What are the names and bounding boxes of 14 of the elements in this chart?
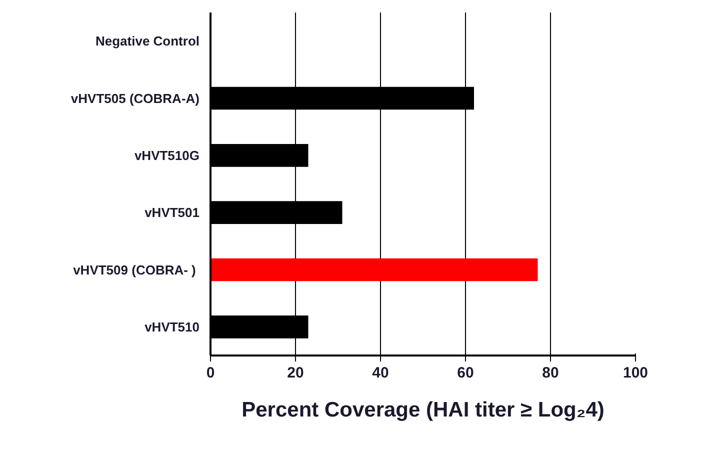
x-tick-label: 20: [287, 364, 304, 382]
y-tick-label: vHVT505 (COBRA-A): [70, 90, 200, 106]
x-tick-label: 80: [542, 364, 559, 382]
y-tick-label: vHVT510G: [134, 148, 200, 163]
bar: [210, 258, 538, 282]
x-tick-label: 100: [622, 364, 648, 382]
x-tick-label: 40: [372, 364, 389, 382]
y-tick-label: vHVT510: [144, 319, 200, 334]
y-tick-label: vHVT509 (COBRA- ): [73, 262, 196, 278]
x-axis-title: Percent Coverage (HAI titer ≥ Log₂4): [242, 398, 604, 422]
x-tick-label: 0: [206, 364, 215, 382]
y-tick-label: Negative Control: [95, 34, 200, 49]
y-tick-label: vHVT501: [144, 205, 200, 220]
x-tick-label: 60: [457, 364, 474, 382]
